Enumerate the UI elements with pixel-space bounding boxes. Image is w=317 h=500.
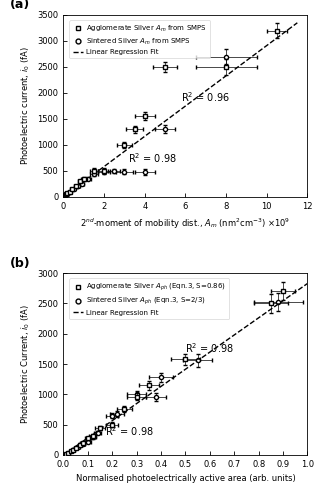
X-axis label: Normalised photoelectrically active area (arb. units): Normalised photoelectrically active area… xyxy=(75,474,295,484)
Text: R$^2$ = 0.98: R$^2$ = 0.98 xyxy=(185,341,234,355)
Y-axis label: Photoelectric Current, $i_0$ (fA): Photoelectric Current, $i_0$ (fA) xyxy=(19,304,32,424)
Text: R$^2$ = 0.98: R$^2$ = 0.98 xyxy=(105,424,154,438)
Legend: Agglomerate Silver $A_{ph}$ (Eqn.3, S=0.86), Sintered Silver $A_{ph}$ (Eqn.3, S=: Agglomerate Silver $A_{ph}$ (Eqn.3, S=0.… xyxy=(69,278,229,319)
Text: (a): (a) xyxy=(10,0,30,12)
Legend: Agglomerate Silver $A_m$ from SMPS, Sintered Silver $A_m$ from SMPS, Linear Regr: Agglomerate Silver $A_m$ from SMPS, Sint… xyxy=(69,20,210,59)
Text: (b): (b) xyxy=(10,256,30,270)
Text: R$^2$ = 0.96: R$^2$ = 0.96 xyxy=(181,90,230,104)
Y-axis label: Photoelectric current, $i_0$ (fA): Photoelectric current, $i_0$ (fA) xyxy=(19,46,32,166)
Text: R$^2$ = 0.98: R$^2$ = 0.98 xyxy=(128,151,178,164)
X-axis label: 2$^{nd}$-moment of mobility dist., $A_m$ (nm$^2$cm$^{-3}$) $\times$10$^9$: 2$^{nd}$-moment of mobility dist., $A_m$… xyxy=(80,216,291,230)
